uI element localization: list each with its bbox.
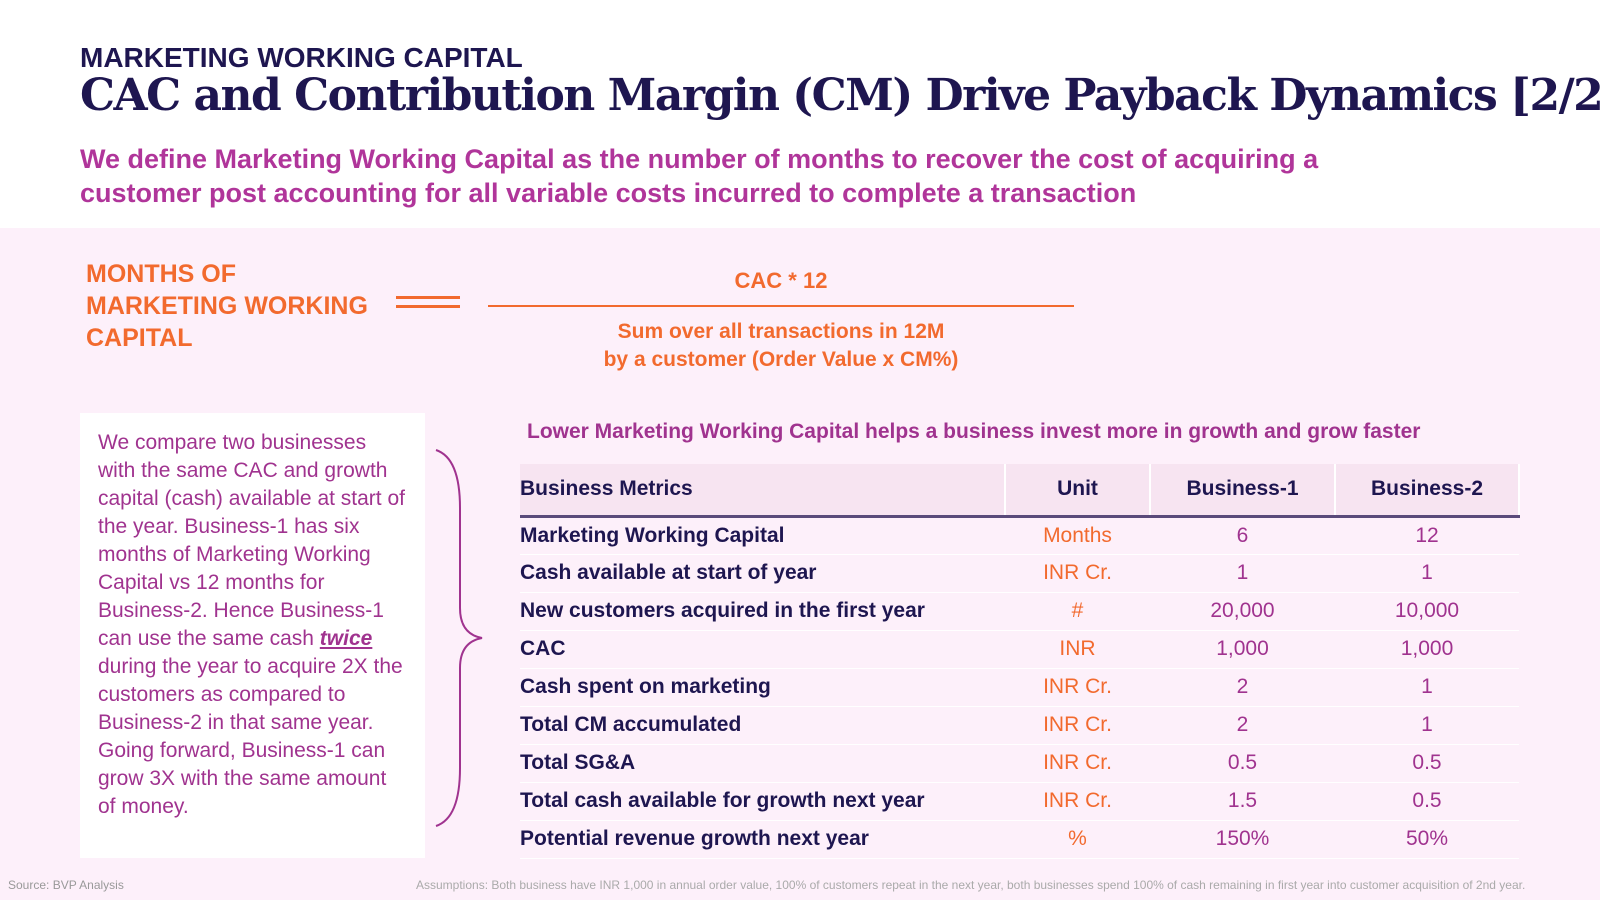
brace-icon [435,449,483,827]
business-1-cell: 20,000 [1150,592,1335,631]
metric-cell: Marketing Working Capital [520,516,1005,555]
business-1-cell: 0.5 [1150,744,1335,783]
business-2-cell: 50% [1335,820,1519,859]
business-1-cell: 6 [1150,516,1335,555]
unit-cell: INR [1005,630,1150,669]
business-1-cell: 1 [1150,554,1335,593]
explainer-text-2: during the year to acquire 2X the custom… [98,655,403,818]
metric-cell: Cash spent on marketing [520,668,1005,707]
business-1-cell: 2 [1150,668,1335,707]
unit-cell: INR Cr. [1005,706,1150,745]
business-1-cell: 1,000 [1150,630,1335,669]
unit-cell: Months [1005,516,1150,555]
table-row: Cash spent on marketing INR Cr. 2 1 [520,668,1519,707]
business-2-cell: 1,000 [1335,630,1519,669]
business-1-cell: 150% [1150,820,1335,859]
business-2-cell: 1 [1335,668,1519,707]
table-row: Total cash available for growth next yea… [520,782,1519,821]
header-metric: Business Metrics [520,464,1006,518]
header-business-2: Business-2 [1335,464,1520,518]
equals-sign [396,296,460,308]
metric-cell: Total CM accumulated [520,706,1005,745]
business-2-cell: 0.5 [1335,744,1519,783]
metric-cell: CAC [520,630,1005,669]
table-row: Total CM accumulated INR Cr. 2 1 [520,706,1519,745]
explainer-text-1: We compare two businesses with the same … [98,431,405,650]
header-unit: Unit [1005,464,1151,518]
header-business-1: Business-1 [1150,464,1336,518]
business-1-cell: 1.5 [1150,782,1335,821]
table-caption: Lower Marketing Working Capital helps a … [527,420,1421,443]
table-row: Marketing Working Capital Months 6 12 [520,516,1519,555]
table-row: New customers acquired in the first year… [520,592,1519,631]
table-row: Total SG&A INR Cr. 0.5 0.5 [520,744,1519,783]
subtitle: We define Marketing Working Capital as t… [80,144,1319,208]
table-row: Potential revenue growth next year% 150% 5… [520,820,1519,859]
unit-cell: INR Cr. [1005,554,1150,593]
assumptions-note: Assumptions: Both business have INR 1,00… [416,878,1526,892]
unit-cell: # [1005,592,1150,631]
business-2-cell: 10,000 [1335,592,1519,631]
business-2-cell: 1 [1335,706,1519,745]
metric-cell: Cash available at start of year [520,554,1005,593]
business-1-cell: 2 [1150,706,1335,745]
business-2-cell: 0.5 [1335,782,1519,821]
metric-cell: Potential revenue growth next year [520,820,1005,859]
formula-numerator: CAC * 12 [734,268,828,293]
fraction-line [488,305,1074,307]
unit-cell: INR Cr. [1005,744,1150,783]
explainer-box: We compare two businesses with the same … [80,413,425,858]
metric-cell: New customers acquired in the first year [520,592,1005,631]
header-area [0,0,1600,228]
denominator-line-1: Sum over all transactions in 12M [617,320,945,343]
unit-cell: INR Cr. [1005,782,1150,821]
metric-cell: Total cash available for growth next yea… [520,782,1005,821]
table-row: CAC INR 1,000 1,000 [520,630,1519,669]
business-2-cell: 12 [1335,516,1519,555]
unit-cell: INR Cr. [1005,668,1150,707]
formula-denominator: Sum over all transactions in 12M by a cu… [488,318,1074,374]
metric-cell: Total SG&A [520,744,1005,783]
business-2-cell: 1 [1335,554,1519,593]
metrics-table: Business Metrics Unit Business-1 Busines… [520,464,1520,859]
table-row: Cash available at start of year INR Cr. 1 1 [520,554,1519,593]
formula-label: MONTHS OF MARKETING WORKING CAPITAL [86,260,368,352]
source-note: Source: BVP Analysis [8,878,124,892]
denominator-line-2: by a customer (Order Value x CM%) [603,348,959,371]
explainer-emphasis: twice [319,627,373,650]
unit-cell: % [1005,820,1150,859]
page-title: CAC and Contribution Margin (CM) Drive P… [80,70,1600,121]
kicker: MARKETING WORKING CAPITAL [80,42,523,73]
